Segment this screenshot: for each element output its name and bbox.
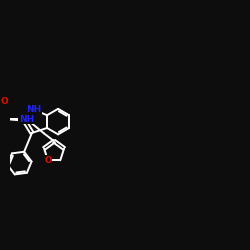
Text: O: O	[0, 97, 8, 106]
Text: NH: NH	[19, 114, 34, 124]
Text: O: O	[44, 156, 52, 165]
Text: NH: NH	[26, 105, 42, 114]
